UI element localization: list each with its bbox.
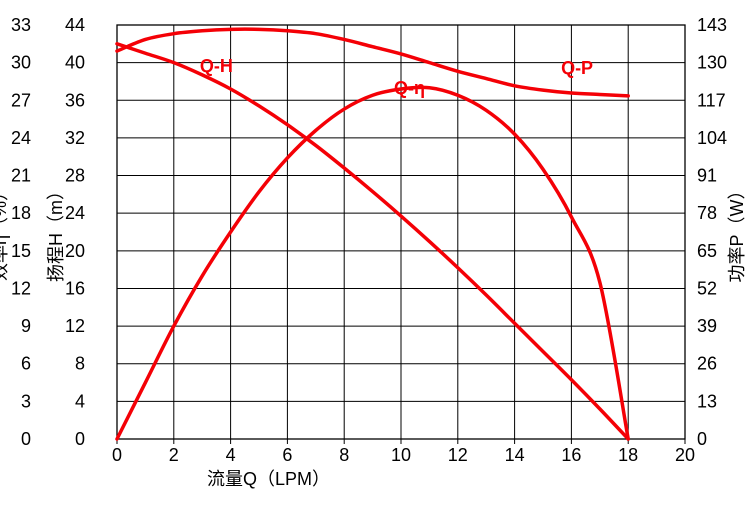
x-tick-label: 4 bbox=[226, 445, 236, 465]
x-tick-label: 20 bbox=[675, 445, 695, 465]
power-tick-label: 130 bbox=[697, 53, 727, 73]
label-Q-P: Q-P bbox=[561, 58, 593, 78]
head-tick-label: 36 bbox=[65, 90, 85, 110]
x-tick-label: 8 bbox=[339, 445, 349, 465]
head-tick-label: 40 bbox=[65, 53, 85, 73]
eff-tick-label: 9 bbox=[21, 316, 31, 336]
x-tick-label: 12 bbox=[448, 445, 468, 465]
eff-tick-label: 3 bbox=[21, 391, 31, 411]
power-tick-label: 65 bbox=[697, 241, 717, 261]
power-axis-label: 功率P（W） bbox=[727, 182, 747, 283]
x-tick-label: 18 bbox=[618, 445, 638, 465]
eff-tick-label: 6 bbox=[21, 354, 31, 374]
eff-tick-label: 27 bbox=[11, 90, 31, 110]
head-tick-label: 44 bbox=[65, 15, 85, 35]
x-tick-label: 10 bbox=[391, 445, 411, 465]
x-tick-label: 0 bbox=[112, 445, 122, 465]
head-tick-label: 24 bbox=[65, 203, 85, 223]
x-axis-label: 流量Q（LPM） bbox=[207, 469, 330, 489]
eff-tick-label: 24 bbox=[11, 128, 31, 148]
eff-tick-label: 33 bbox=[11, 15, 31, 35]
power-tick-label: 143 bbox=[697, 15, 727, 35]
x-tick-label: 6 bbox=[282, 445, 292, 465]
power-tick-label: 0 bbox=[697, 429, 707, 449]
eff-tick-label: 18 bbox=[11, 203, 31, 223]
power-tick-label: 117 bbox=[697, 90, 726, 110]
power-tick-label: 91 bbox=[697, 166, 717, 186]
power-tick-label: 39 bbox=[697, 316, 717, 336]
head-tick-label: 0 bbox=[75, 429, 85, 449]
head-tick-label: 8 bbox=[75, 354, 85, 374]
chart-bg bbox=[0, 0, 750, 507]
power-tick-label: 78 bbox=[697, 203, 717, 223]
head-tick-label: 28 bbox=[65, 166, 85, 186]
eff-tick-label: 0 bbox=[21, 429, 31, 449]
eff-tick-label: 21 bbox=[11, 166, 31, 186]
head-tick-label: 4 bbox=[75, 391, 85, 411]
head-tick-label: 20 bbox=[65, 241, 85, 261]
power-tick-label: 104 bbox=[697, 128, 727, 148]
label-Q-eta: Q-η bbox=[394, 78, 425, 98]
eff-tick-label: 12 bbox=[11, 278, 31, 298]
x-tick-label: 14 bbox=[505, 445, 525, 465]
x-tick-label: 2 bbox=[169, 445, 179, 465]
eff-tick-label: 15 bbox=[11, 241, 31, 261]
pump-chart: 02468101214161820流量Q（LPM）036912151821242… bbox=[0, 0, 750, 507]
head-axis-label: 扬程H（m） bbox=[46, 182, 66, 282]
head-tick-label: 16 bbox=[65, 278, 85, 298]
head-tick-label: 12 bbox=[65, 316, 85, 336]
power-tick-label: 26 bbox=[697, 354, 717, 374]
label-Q-H: Q-H bbox=[200, 56, 233, 76]
power-tick-label: 52 bbox=[697, 278, 717, 298]
power-tick-label: 13 bbox=[697, 391, 717, 411]
eff-axis-label: 效率η（%） bbox=[0, 183, 10, 281]
head-tick-label: 32 bbox=[65, 128, 85, 148]
x-tick-label: 16 bbox=[561, 445, 581, 465]
eff-tick-label: 30 bbox=[11, 53, 31, 73]
